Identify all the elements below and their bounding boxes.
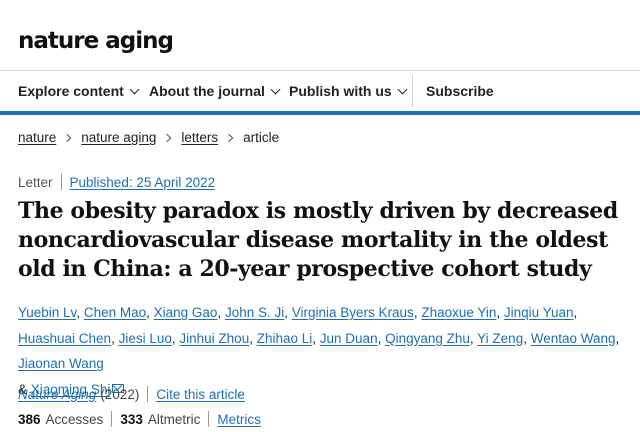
nav-about-journal-label: About the journal [149,83,265,99]
main-nav: Explore content About the journal Publis… [0,71,640,111]
nav-subscribe[interactable]: Subscribe [426,71,494,111]
nav-about-journal[interactable]: About the journal [149,71,281,111]
nav-publish-with-us[interactable]: Publish with us [289,71,408,111]
nav-separator [412,75,413,107]
author-link[interactable]: Jun Duan [319,330,378,346]
nav-subscribe-label: Subscribe [426,83,494,99]
citation-divider [147,386,149,402]
author-link[interactable]: Huashuai Chen [18,330,112,346]
meta-divider [60,174,62,190]
envelope-icon[interactable] [112,383,125,393]
author-link[interactable]: Yi Zeng [477,330,524,346]
chevron-down-icon [129,84,140,94]
breadcrumb: nature nature aging letters article [18,130,279,145]
journal-link[interactable]: Nature Aging [18,386,97,402]
published-date-link[interactable]: Published: 25 April 2022 [69,174,216,190]
nav-explore-content[interactable]: Explore content [18,71,140,111]
author-link[interactable]: Qingyang Zhu [385,330,470,346]
header-divider [0,70,640,71]
author-link[interactable]: Chen Mao [83,305,147,320]
author-link[interactable]: Jinqiu Yuan [503,305,574,320]
chevron-down-icon [397,84,408,94]
author-link[interactable]: Virginia Byers Kraus [291,305,414,320]
breadcrumb-article: article [243,130,280,145]
altmetric-count: 333 [120,411,143,427]
author-link[interactable]: Jinhui Zhou [179,330,250,346]
nav-explore-content-label: Explore content [18,83,124,99]
article-metrics: 386 Accesses 333 Altmetric Metrics [18,411,261,427]
author-link[interactable]: Yuebin Lv [18,305,77,320]
cite-this-article-link[interactable]: Cite this article [156,386,245,402]
chevron-right-icon [224,133,234,142]
author-link[interactable]: Jiaonan Wang [18,356,104,371]
accesses-count: 386 [18,411,41,427]
altmetric-label: Altmetric [147,411,201,427]
author-link[interactable]: Jiesi Luo [118,330,172,346]
author-link[interactable]: Zhaoxue Yin [421,305,497,320]
breadcrumb-nature-aging[interactable]: nature aging [81,130,157,145]
metrics-link[interactable]: Metrics [217,411,261,427]
metrics-divider [111,411,113,427]
article-meta: Letter Published: 25 April 2022 [18,174,215,190]
author-link[interactable]: John S. Ji [224,305,285,320]
accesses-label: Accesses [45,411,104,427]
breadcrumb-nature[interactable]: nature [18,130,57,145]
article-type: Letter [18,174,53,190]
nav-publish-with-us-label: Publish with us [289,83,392,99]
breadcrumb-letters[interactable]: letters [181,130,219,145]
publication-year: (2022) [100,386,140,402]
chevron-down-icon [270,84,281,94]
chevron-right-icon [63,133,72,142]
nav-accent-bar [0,111,640,115]
site-header: nature aging [0,0,640,70]
author-link[interactable]: Zhihao Li [256,330,313,346]
corresponding-author-link[interactable]: Xiaoming Shi [30,381,111,397]
author-list: Yuebin Lv, Chen Mao, Xiang Gao, John S. … [18,305,620,397]
author-link[interactable]: Wentao Wang [530,330,616,346]
article-title: The obesity paradox is mostly driven by … [18,198,618,282]
author-joiner: & [18,381,28,397]
metrics-divider [208,411,210,427]
citation-line: Nature Aging (2022) Cite this article [18,386,245,402]
nature-aging-logo[interactable]: nature aging [18,28,174,54]
author-link[interactable]: Xiang Gao [153,305,218,320]
chevron-right-icon [163,133,172,142]
